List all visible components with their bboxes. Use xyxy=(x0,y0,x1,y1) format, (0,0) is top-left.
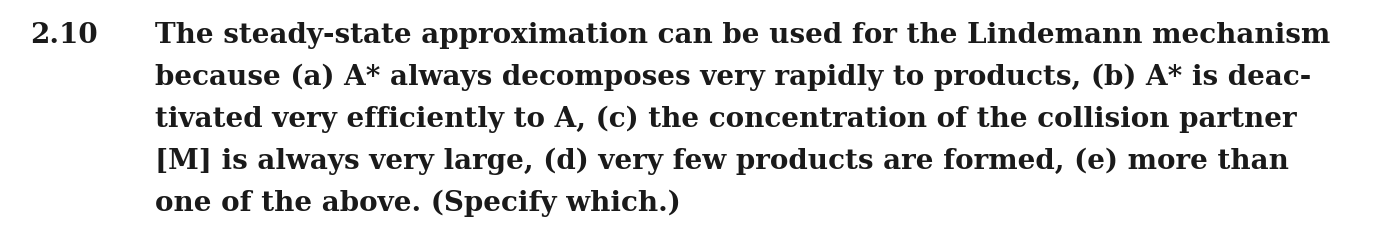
Text: because (a) A* always decomposes very rapidly to products, (b) A* is deac-: because (a) A* always decomposes very ra… xyxy=(155,64,1311,91)
Text: [M] is always very large, (d) very few products are formed, (e) more than: [M] is always very large, (d) very few p… xyxy=(155,148,1289,175)
Text: The steady-state approximation can be used for the Lindemann mechanism: The steady-state approximation can be us… xyxy=(155,22,1330,49)
Text: 2.10: 2.10 xyxy=(30,22,98,49)
Text: tivated very efficiently to A, (c) the concentration of the collision partner: tivated very efficiently to A, (c) the c… xyxy=(155,106,1297,133)
Text: one of the above. (Specify which.): one of the above. (Specify which.) xyxy=(155,190,681,217)
